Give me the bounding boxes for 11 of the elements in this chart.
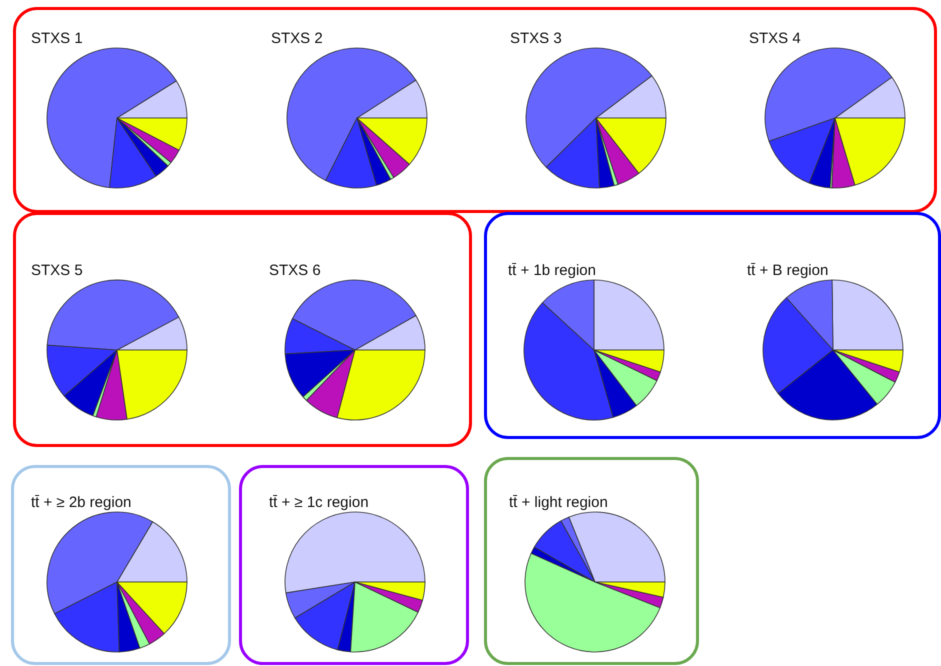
chart-title: STXS 4 [749,30,801,47]
chart-title: tt̄ + B region [747,262,828,279]
chart-title: tt̄ + ≥ 1c region [269,494,369,511]
chart-title: tt̄ + 1b region [508,262,596,279]
chart-title: STXS 5 [31,262,83,279]
chart-title: tt̄ + light region [509,494,608,511]
chart-title: STXS 2 [271,30,323,47]
chart-title: STXS 1 [31,30,83,47]
chart-title: STXS 6 [269,262,321,279]
chart-title: tt̄ + ≥ 2b region [31,494,132,511]
chart-title: STXS 3 [510,30,562,47]
